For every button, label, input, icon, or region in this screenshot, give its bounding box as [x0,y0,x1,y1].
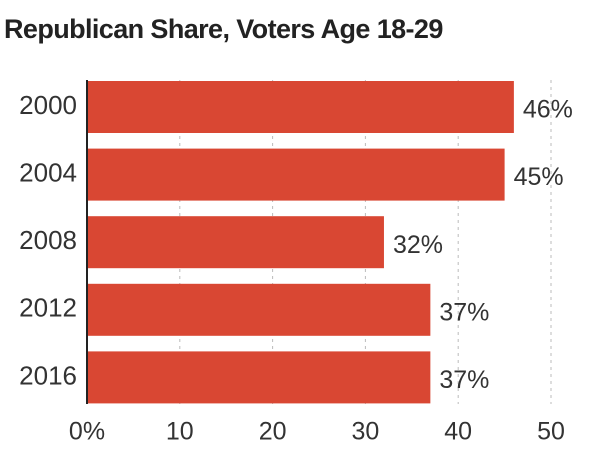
bars [87,81,514,404]
bar-2016 [87,351,431,404]
x-tick-label: 20 [259,418,287,446]
value-label: 46% [523,96,573,124]
category-label: 2016 [19,360,77,390]
bar-2012 [87,283,431,336]
x-tick-label: 30 [351,418,379,446]
category-label: 2004 [19,157,77,187]
category-label: 2000 [19,90,77,120]
x-tick-label: 0% [69,418,105,446]
labels: 0% 10 20 30 40 50 2000 46% 2004 45% 2008 32% 2012 37%… [19,90,573,446]
x-tick-label: 10 [166,418,194,446]
x-tick-label: 50 [537,418,565,446]
value-label: 45% [514,163,564,191]
x-tick-label: 40 [444,418,472,446]
value-label: 37% [439,366,489,394]
bar-2008 [87,216,384,269]
bar-2000 [87,81,514,133]
value-label: 37% [439,298,489,326]
value-label: 32% [393,231,443,259]
category-label: 2008 [19,225,77,255]
bar-2004 [87,148,505,201]
category-label: 2012 [19,293,77,323]
chart-title: Republican Share, Voters Age 18-29 [4,14,443,44]
